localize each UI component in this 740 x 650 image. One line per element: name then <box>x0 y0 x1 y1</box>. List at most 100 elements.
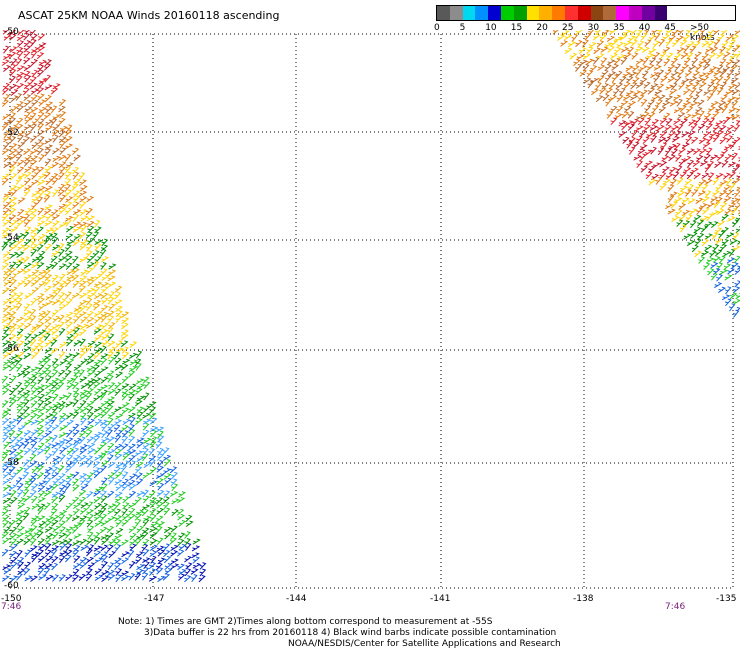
wind-barb <box>51 328 59 336</box>
wind-barb <box>79 350 86 359</box>
wind-barb <box>658 38 666 47</box>
wind-barb <box>29 208 38 216</box>
wind-barb <box>649 125 659 132</box>
wind-barb <box>51 177 59 186</box>
wind-barb <box>44 300 54 307</box>
wind-barb <box>17 142 25 149</box>
wind-barb <box>732 245 740 252</box>
wind-barb <box>2 424 11 431</box>
wind-barb <box>44 537 52 545</box>
wind-barb <box>15 93 23 101</box>
wind-barb <box>623 52 632 59</box>
wind-barb <box>156 489 165 497</box>
wind-barb <box>45 389 53 397</box>
wind-barb <box>718 100 727 108</box>
wind-barb <box>719 190 728 197</box>
wind-barb <box>31 503 40 510</box>
wind-barb <box>115 528 124 535</box>
wind-barb <box>58 154 67 161</box>
wind-barb <box>128 412 137 419</box>
wind-barb <box>690 167 699 174</box>
time-label-left: 7:46 <box>1 602 22 612</box>
wind-barb <box>107 516 116 522</box>
wind-barb <box>65 442 73 450</box>
wind-barb <box>141 504 151 511</box>
wind-barb <box>65 437 74 445</box>
wind-barb <box>715 184 723 192</box>
wind-barb <box>155 441 163 449</box>
wind-barb <box>64 370 72 378</box>
wind-barb <box>17 244 26 251</box>
wind-barb <box>108 382 116 390</box>
wind-barb <box>679 185 688 192</box>
wind-barb <box>177 497 186 504</box>
wind-barb <box>23 316 32 323</box>
wind-barb <box>37 485 46 493</box>
wind-barb <box>643 124 651 132</box>
wind-barb <box>8 267 17 275</box>
wind-barb <box>37 275 46 282</box>
wind-barb <box>128 449 137 456</box>
wind-barb <box>85 322 95 329</box>
wind-barb <box>51 483 59 491</box>
wind-barb <box>93 328 102 335</box>
wind-barb <box>114 501 121 510</box>
wind-barb <box>87 255 95 264</box>
wind-barb <box>9 124 18 132</box>
wind-barb <box>101 340 110 347</box>
wind-barb <box>164 477 172 485</box>
wind-barb <box>672 39 680 48</box>
wind-barb <box>93 395 101 402</box>
wind-barb <box>66 429 73 438</box>
wind-barb <box>107 503 117 510</box>
wind-barb <box>728 303 736 312</box>
wind-barb <box>45 574 54 582</box>
wind-barb <box>36 262 45 269</box>
wind-barb <box>99 453 107 461</box>
wind-barb <box>17 30 25 36</box>
wind-barb <box>705 123 713 131</box>
wind-barb <box>177 539 185 547</box>
wind-barb <box>713 30 720 36</box>
wind-barb <box>38 329 47 336</box>
wind-barb <box>93 545 102 552</box>
wind-barb <box>114 515 123 522</box>
wind-barb <box>115 347 124 354</box>
wind-barb <box>87 442 96 450</box>
wind-barb <box>30 243 38 252</box>
wind-barb <box>701 238 709 247</box>
wind-barb <box>673 94 682 101</box>
wind-barb <box>122 513 130 521</box>
wind-barb <box>662 178 671 185</box>
wind-barb <box>732 299 740 305</box>
wind-barb <box>734 71 740 77</box>
wind-barb <box>58 222 68 229</box>
wind-barb <box>79 179 87 186</box>
wind-barb <box>24 549 32 558</box>
wind-barb <box>9 460 17 468</box>
wind-barb <box>120 464 128 473</box>
wind-barb <box>23 310 32 317</box>
wind-barb <box>80 224 88 233</box>
wind-barb <box>693 172 702 180</box>
wind-barb <box>44 322 52 330</box>
wind-barb <box>162 447 170 455</box>
wind-barb <box>149 412 157 420</box>
wind-barb <box>79 448 88 455</box>
wind-barb <box>23 274 32 281</box>
wind-barb <box>58 479 66 486</box>
wind-barb <box>184 542 192 551</box>
wind-barb <box>31 352 39 360</box>
wind-barb <box>86 276 95 283</box>
wind-barb <box>45 227 54 234</box>
wind-barb <box>601 30 610 37</box>
wind-barb <box>677 69 685 77</box>
wind-barb <box>141 572 149 581</box>
wind-barb <box>671 57 679 66</box>
wind-barb <box>191 574 198 583</box>
wind-barb <box>686 171 694 180</box>
wind-barb <box>650 72 659 79</box>
wind-barb <box>722 250 731 257</box>
wind-barb <box>36 87 45 95</box>
wind-barb <box>65 526 74 533</box>
